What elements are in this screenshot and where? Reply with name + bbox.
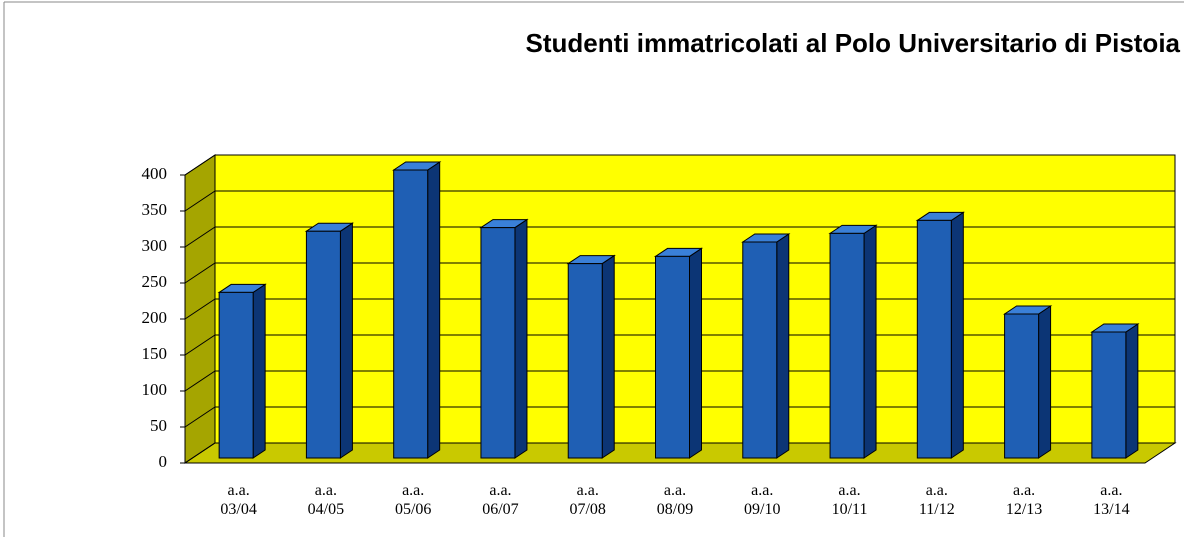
bar <box>217 283 267 459</box>
bar-front <box>916 219 952 459</box>
bar <box>1090 323 1140 459</box>
bar <box>566 254 616 459</box>
bar <box>304 222 355 459</box>
bar-side <box>863 224 877 459</box>
grid-line <box>184 154 1175 176</box>
y-tick-label: 350 <box>142 200 168 219</box>
bar <box>1002 305 1053 459</box>
bar <box>479 218 529 459</box>
y-tick-label: 200 <box>142 308 168 327</box>
bar-side <box>514 218 528 459</box>
bar <box>653 247 704 459</box>
x-tick-label: a.a. 06/07 <box>482 482 519 518</box>
x-tick-label: a.a. 13/14 <box>1093 482 1130 518</box>
y-tick-label: 400 <box>142 164 168 183</box>
bar-front <box>1091 331 1127 459</box>
bar-side <box>1125 323 1139 459</box>
bar-side <box>427 161 441 459</box>
bar-side <box>950 211 964 459</box>
bar-front <box>829 232 865 459</box>
x-tick-label: a.a. 03/04 <box>220 482 257 518</box>
grid-line <box>184 190 1175 212</box>
y-tick-label: 150 <box>142 344 168 363</box>
x-tick-label: a.a. 12/13 <box>1005 482 1043 518</box>
bar-front <box>655 255 690 459</box>
y-tick-label: 100 <box>142 380 168 399</box>
bar-front <box>393 169 429 459</box>
bar <box>392 161 442 459</box>
x-tick-label: a.a. 11/12 <box>918 482 955 518</box>
y-tick-label: 300 <box>142 236 168 255</box>
bar-side <box>776 233 790 459</box>
bar-front <box>480 227 516 459</box>
bar-side <box>689 247 702 459</box>
bar-side <box>1038 305 1052 459</box>
bar <box>828 224 878 459</box>
y-tick-label: 0 <box>159 452 168 471</box>
y-tick-label: 50 <box>150 416 167 435</box>
bar <box>915 211 965 459</box>
bar-front <box>1004 313 1040 459</box>
x-tick-label: a.a. 07/08 <box>569 482 606 518</box>
bar-side <box>339 222 353 459</box>
bar-side <box>252 283 266 459</box>
bar <box>741 233 791 459</box>
y-tick-label: 250 <box>142 272 168 291</box>
bar-front <box>742 241 778 459</box>
bar-front <box>218 291 254 459</box>
x-tick-label: a.a. 08/09 <box>656 482 694 518</box>
bar-front <box>567 263 603 459</box>
bar-front <box>305 230 341 459</box>
x-tick-label: a.a. 05/06 <box>394 482 432 518</box>
bar-side <box>601 254 615 459</box>
chart-title: Studenti immatricolati al Polo Universit… <box>526 28 1181 58</box>
x-tick-label: a.a. 04/05 <box>307 482 345 518</box>
x-tick-label: a.a. 10/11 <box>831 482 868 518</box>
x-tick-label: a.a. 09/10 <box>744 482 781 518</box>
